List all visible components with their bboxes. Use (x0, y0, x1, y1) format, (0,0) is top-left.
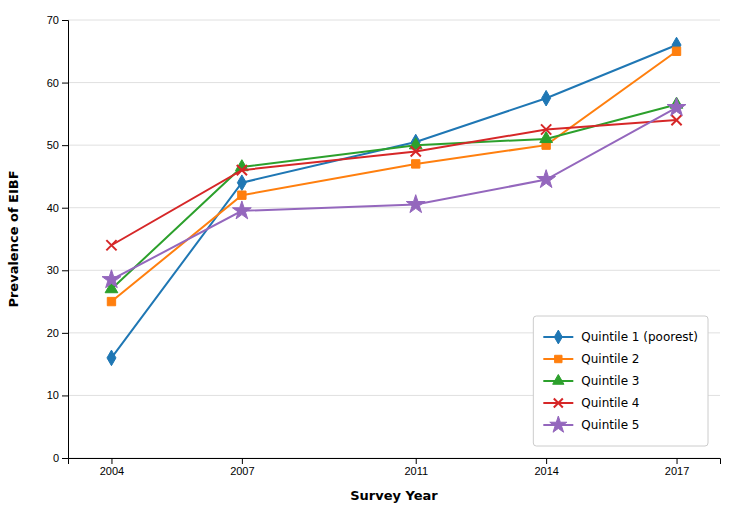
tick-label: 2004 (100, 465, 124, 477)
legend-label: Quintile 5 (581, 418, 639, 432)
marker (106, 240, 116, 250)
tick-label: 0 (53, 452, 59, 464)
tick: 10 (47, 389, 68, 401)
tick-label: 2011 (404, 465, 428, 477)
tick-mark (62, 333, 68, 334)
legend-label: Quintile 3 (581, 374, 639, 388)
marker (411, 146, 421, 156)
grid-line (68, 20, 720, 21)
series-line (111, 51, 676, 301)
legend-item: Quintile 2 (543, 352, 639, 366)
plot-area: 2004 2007 2011 2014 2017 0 10 20 30 40 50 60 70 Quint… (47, 14, 721, 477)
marker (237, 165, 247, 175)
tick-label: 40 (47, 202, 59, 214)
legend-marker (550, 416, 567, 432)
series (105, 97, 683, 293)
tick-label: 2017 (665, 465, 689, 477)
tick: 2004 (100, 458, 124, 477)
tick: 0 (53, 452, 68, 464)
x-axis: 2004 2007 2011 2014 2017 (69, 458, 721, 477)
series-line (111, 45, 676, 358)
tick-label: 30 (47, 264, 59, 276)
axis-line (69, 459, 721, 465)
x-axis-title: Survey Year (350, 488, 438, 503)
legend-label: Quintile 2 (581, 352, 639, 366)
tick-mark (62, 145, 68, 146)
legend-item: Quintile 3 (543, 374, 639, 388)
tick-label: 10 (47, 389, 59, 401)
tick-label: 50 (47, 139, 59, 151)
tick: 2017 (665, 458, 689, 477)
legend-item: Quintile 1 (poorest) (543, 330, 698, 344)
grid-line (68, 82, 720, 83)
marker (672, 47, 680, 55)
tick: 60 (47, 77, 68, 89)
grid-line (68, 145, 720, 146)
marker (667, 98, 686, 116)
tick-mark (62, 458, 68, 459)
series (107, 47, 680, 306)
tick-mark (62, 83, 68, 84)
y-axis: 0 10 20 30 40 50 60 70 (47, 14, 69, 464)
marker (541, 124, 551, 134)
marker (107, 350, 116, 366)
tick-mark (62, 20, 68, 21)
grid-line (68, 270, 720, 271)
marker (102, 270, 121, 288)
tick-label: 20 (47, 327, 59, 339)
y-axis-title: Prevalence of EIBF (6, 170, 21, 307)
tick: 70 (47, 14, 68, 26)
legend-marker (553, 374, 564, 384)
chart-svg: 2004 2007 2011 2014 2017 0 10 20 30 40 50 60 70 Quint… (0, 0, 744, 514)
tick: 40 (47, 202, 68, 214)
legend-item: Quintile 5 (543, 416, 639, 432)
series-line (111, 108, 676, 280)
tick-mark (62, 395, 68, 396)
legend-box (533, 316, 708, 446)
marker (238, 191, 246, 199)
grid (68, 20, 720, 458)
series (102, 98, 686, 288)
legend-item: Quintile 4 (543, 396, 639, 410)
grid-line (68, 207, 720, 208)
tick-label: 70 (47, 14, 59, 26)
marker (537, 170, 556, 188)
tick: 50 (47, 139, 68, 151)
legend-label: Quintile 4 (581, 396, 639, 410)
tick-mark (677, 458, 678, 464)
tick: 2011 (404, 458, 428, 477)
chart-container: 2004 2007 2011 2014 2017 0 10 20 30 40 50 60 70 Quint… (0, 0, 744, 514)
legend-marker (554, 330, 562, 344)
tick-mark (62, 208, 68, 209)
tick-mark (62, 270, 68, 271)
tick-mark (242, 458, 243, 464)
tick-label: 60 (47, 77, 59, 89)
marker (232, 201, 251, 219)
marker (412, 160, 420, 168)
tick: 2014 (534, 458, 558, 477)
marker (237, 175, 246, 191)
tick-mark (416, 458, 417, 464)
tick-mark (546, 458, 547, 464)
legend-label: Quintile 1 (poorest) (581, 330, 698, 344)
legend-marker (554, 398, 563, 407)
tick-mark (111, 458, 112, 464)
tick: 30 (47, 264, 68, 276)
tick: 20 (47, 327, 68, 339)
legend: Quintile 1 (poorest) Quintile 2 Quintile 3… (533, 316, 708, 446)
tick-label: 2014 (534, 465, 558, 477)
marker (542, 90, 551, 106)
marker (107, 297, 115, 305)
tick: 2007 (230, 458, 254, 477)
series-line (111, 104, 676, 289)
marker (406, 195, 425, 213)
tick-label: 2007 (230, 465, 254, 477)
marker (671, 115, 681, 125)
axis-line (62, 21, 69, 459)
legend-marker (555, 355, 562, 362)
series (106, 115, 681, 250)
series-line (111, 120, 676, 245)
